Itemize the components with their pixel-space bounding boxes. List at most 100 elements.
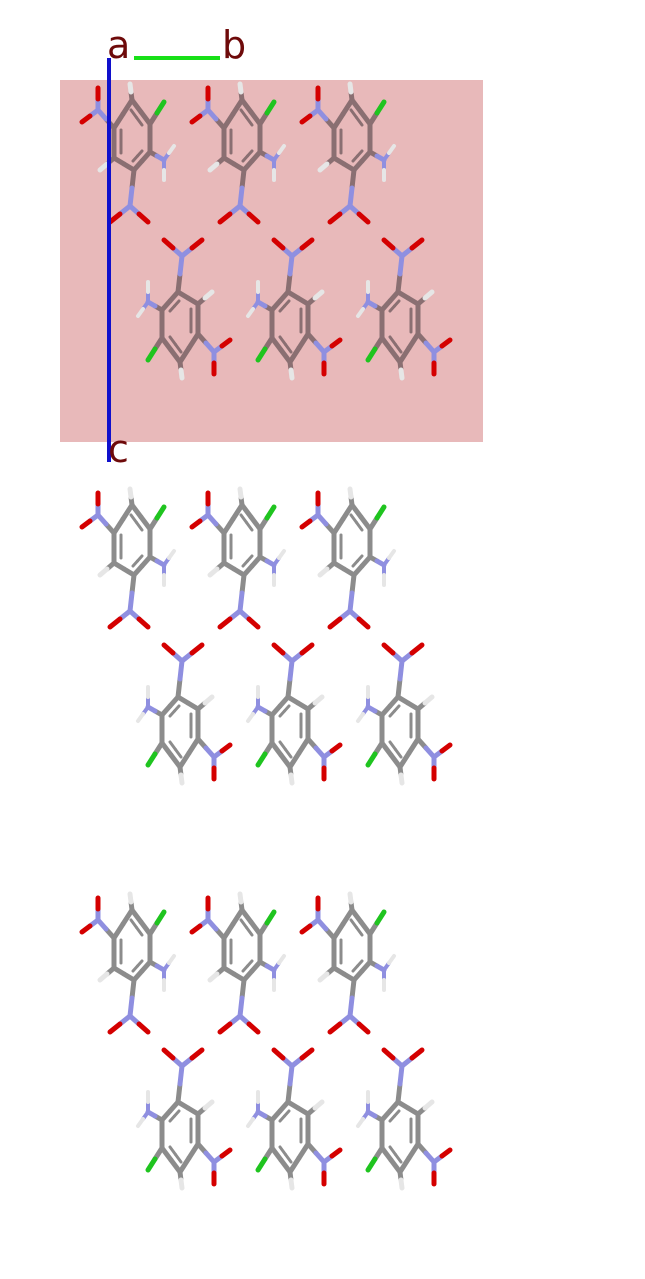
bond bbox=[264, 99, 277, 116]
bond bbox=[288, 367, 295, 381]
molecule-lower bbox=[246, 642, 343, 786]
bond bbox=[237, 590, 245, 614]
bond bbox=[154, 504, 167, 521]
bond bbox=[406, 1141, 421, 1161]
bond bbox=[120, 502, 135, 522]
bond bbox=[127, 995, 135, 1019]
bond bbox=[356, 307, 365, 318]
bond bbox=[340, 97, 355, 117]
bond bbox=[217, 616, 233, 630]
bond bbox=[296, 331, 311, 351]
bond bbox=[299, 518, 313, 530]
bond bbox=[127, 486, 134, 500]
bond bbox=[246, 616, 261, 630]
bond bbox=[178, 772, 185, 786]
bond bbox=[278, 335, 287, 346]
bond bbox=[347, 81, 354, 95]
bond bbox=[154, 99, 167, 116]
bond bbox=[245, 521, 254, 532]
bond bbox=[287, 1063, 295, 1087]
bond bbox=[394, 343, 403, 354]
bond bbox=[284, 343, 293, 354]
bond bbox=[387, 144, 396, 155]
molecule-upper bbox=[189, 891, 286, 1035]
bond bbox=[239, 108, 248, 119]
bond bbox=[136, 616, 151, 630]
bond bbox=[299, 923, 313, 935]
bond bbox=[79, 113, 93, 125]
bond bbox=[327, 1021, 343, 1035]
bond bbox=[129, 572, 137, 596]
bond bbox=[221, 516, 236, 536]
bond bbox=[97, 971, 110, 983]
bond bbox=[145, 1156, 158, 1173]
bond bbox=[299, 1047, 315, 1061]
bond bbox=[135, 116, 144, 127]
bond bbox=[217, 211, 233, 225]
bond bbox=[177, 345, 192, 365]
bond bbox=[406, 331, 421, 351]
bond bbox=[239, 977, 247, 1001]
bond bbox=[374, 504, 387, 521]
bond bbox=[349, 108, 358, 119]
bond bbox=[219, 1147, 233, 1159]
bond bbox=[347, 891, 354, 905]
bond bbox=[207, 566, 220, 578]
bond bbox=[381, 642, 396, 656]
bond bbox=[237, 185, 245, 209]
bond bbox=[397, 1155, 412, 1175]
bond bbox=[129, 108, 138, 119]
axis-label-b: b bbox=[222, 23, 247, 67]
bond bbox=[388, 335, 397, 346]
bond bbox=[349, 572, 357, 596]
bond bbox=[283, 704, 291, 713]
bond bbox=[422, 289, 435, 301]
bond bbox=[317, 971, 330, 983]
bond bbox=[168, 740, 177, 751]
axis-label-c: c bbox=[108, 427, 129, 471]
bond bbox=[255, 751, 268, 768]
bond bbox=[317, 161, 330, 173]
bond bbox=[287, 1155, 302, 1175]
bond bbox=[129, 513, 138, 524]
bond bbox=[241, 964, 249, 973]
bond bbox=[394, 748, 403, 759]
bond bbox=[219, 337, 233, 349]
axis-label-a: a bbox=[107, 23, 131, 67]
molecule-lower bbox=[136, 642, 233, 786]
bond bbox=[388, 1145, 397, 1156]
bond bbox=[347, 590, 355, 614]
bond bbox=[397, 658, 405, 682]
bond bbox=[355, 521, 364, 532]
bond bbox=[439, 742, 453, 754]
molecule-upper bbox=[299, 486, 396, 630]
bond bbox=[135, 926, 144, 937]
bond bbox=[127, 590, 135, 614]
bond bbox=[221, 111, 236, 131]
bond bbox=[167, 549, 176, 560]
bond bbox=[129, 167, 137, 191]
molecule-lower bbox=[356, 237, 453, 381]
bond bbox=[189, 923, 203, 935]
bond bbox=[97, 161, 110, 173]
bond bbox=[299, 113, 313, 125]
bond bbox=[327, 616, 343, 630]
bond bbox=[189, 1047, 205, 1061]
bond bbox=[161, 1047, 176, 1061]
bond bbox=[278, 1145, 287, 1156]
bond bbox=[239, 513, 248, 524]
bond bbox=[331, 921, 346, 941]
bond bbox=[351, 559, 359, 568]
bond bbox=[189, 518, 203, 530]
bond bbox=[221, 921, 236, 941]
bond bbox=[111, 516, 126, 536]
bond bbox=[398, 1177, 405, 1191]
bond bbox=[174, 343, 183, 354]
bond bbox=[287, 345, 302, 365]
bond bbox=[120, 97, 135, 117]
bond bbox=[127, 185, 135, 209]
bond bbox=[284, 748, 293, 759]
bond bbox=[287, 750, 302, 770]
bond bbox=[120, 907, 135, 927]
molecule-upper bbox=[189, 81, 286, 225]
